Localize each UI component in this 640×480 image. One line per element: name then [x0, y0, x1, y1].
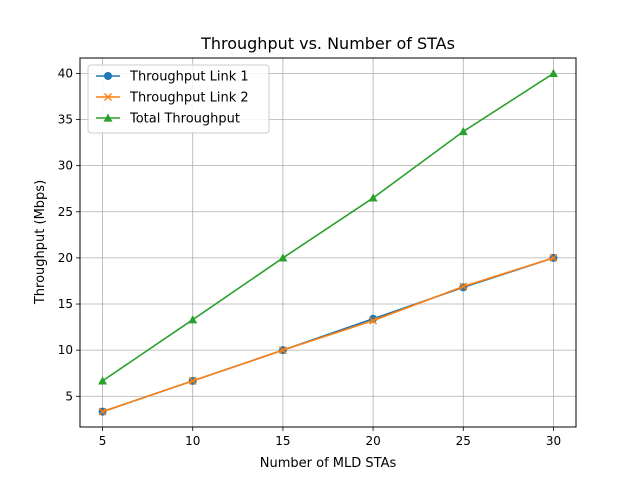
series-line — [102, 257, 554, 413]
y-axis-label: Throughput (Mbps) — [33, 180, 48, 305]
legend-entry: Throughput Link 1 — [96, 70, 249, 85]
series-2 — [98, 253, 558, 416]
x-axis-label: Number of MLD STAs — [260, 456, 397, 471]
data-point — [458, 127, 468, 136]
legend-label: Total Throughput — [129, 112, 240, 127]
legend-marker — [104, 72, 112, 80]
data-point — [369, 316, 378, 325]
y-tick-label: 20 — [58, 251, 73, 265]
series-layer — [98, 68, 558, 416]
data-point — [278, 253, 288, 262]
data-point — [188, 376, 197, 385]
legend-box — [87, 64, 270, 134]
y-tick-label: 40 — [58, 66, 73, 80]
data-point — [459, 282, 468, 291]
y-tick-label: 5 — [65, 389, 73, 403]
data-point — [278, 346, 287, 355]
data-point — [98, 376, 108, 385]
y-tick-label: 30 — [58, 159, 73, 173]
data-point — [548, 68, 558, 78]
x-tick-label: 5 — [99, 434, 107, 448]
x-tick-label: 10 — [185, 434, 200, 448]
chart-title: Throughput vs. Number of STAs — [200, 34, 455, 53]
plot-frame — [79, 57, 577, 428]
data-point — [368, 193, 378, 202]
ticks: 5 10 15 20 25 30 5 10 15 20 25 30 35 40 — [58, 66, 561, 448]
y-tick-label: 10 — [58, 343, 73, 357]
data-point — [549, 253, 558, 262]
y-tick-label: 25 — [58, 205, 73, 219]
x-tick-label: 30 — [546, 434, 561, 448]
y-tick-label: 35 — [58, 113, 73, 127]
legend-label: Throughput Link 1 — [129, 70, 249, 85]
legend-marker — [103, 113, 113, 122]
legend-entry: Total Throughput — [96, 112, 240, 127]
legend: Throughput Link 1 Throughput Link 2 Total … — [87, 64, 270, 134]
series-line — [102, 72, 554, 382]
x-tick-label: 25 — [456, 434, 471, 448]
series-3 — [98, 68, 558, 385]
y-tick-label: 15 — [58, 297, 73, 311]
x-tick-label: 15 — [275, 434, 290, 448]
data-point — [188, 315, 198, 324]
legend-marker — [104, 93, 112, 101]
grid — [80, 58, 576, 427]
data-point — [98, 407, 107, 416]
x-tick-label: 20 — [365, 434, 380, 448]
legend-entry: Throughput Link 2 — [96, 91, 249, 106]
legend-label: Throughput Link 2 — [129, 91, 249, 106]
